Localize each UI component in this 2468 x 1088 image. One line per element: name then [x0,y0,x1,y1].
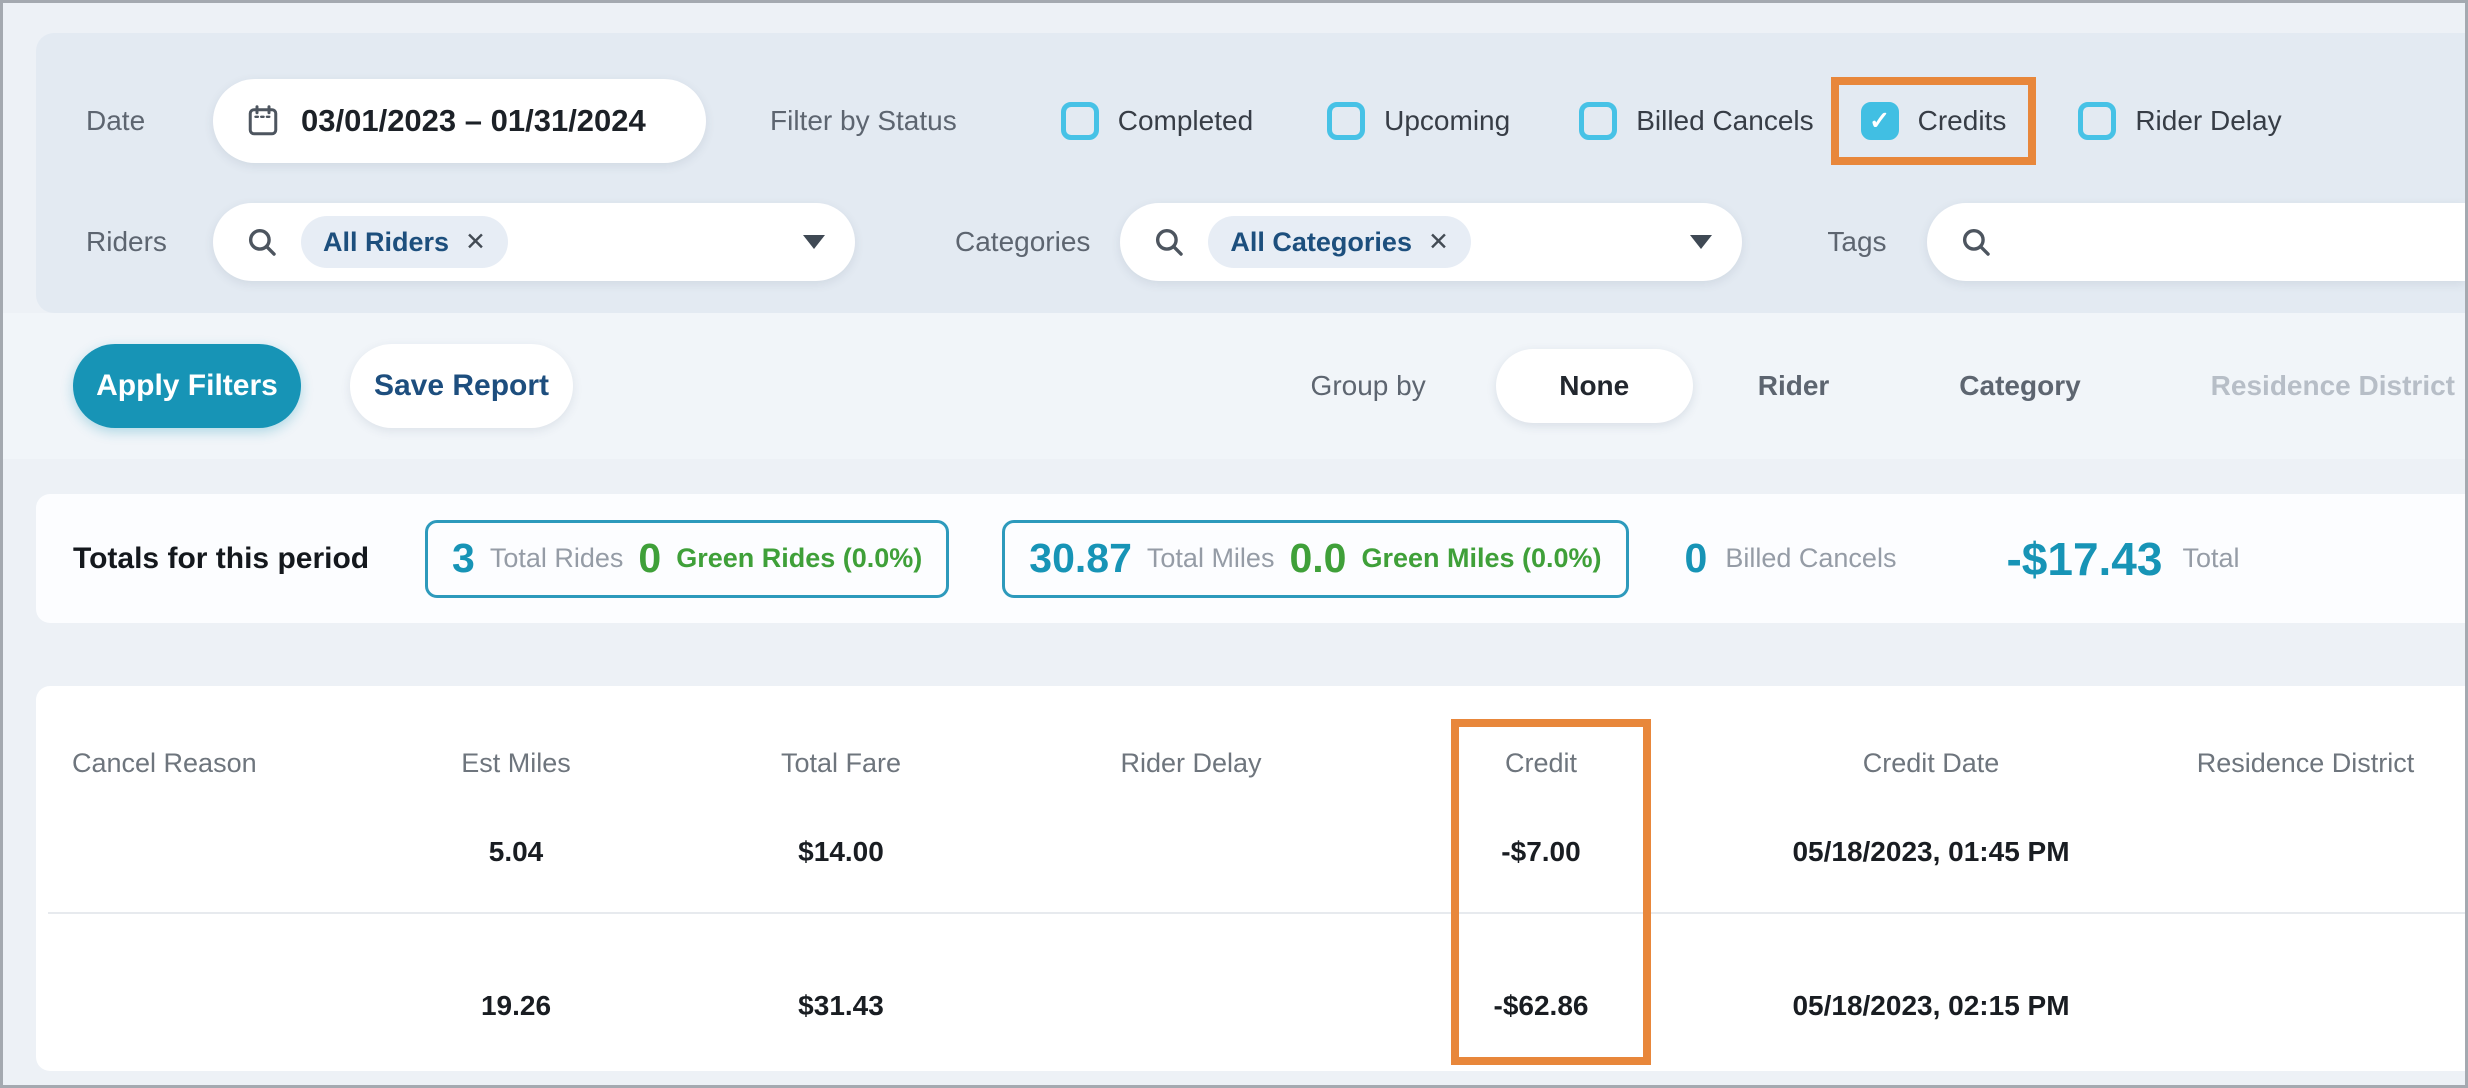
green-miles-value: 0.0 [1289,535,1347,581]
date-label: Date [86,105,146,136]
totals-band: Totals for this period 3 Total Rides 0 G… [36,494,2465,623]
save-report-button[interactable]: Save Report [350,344,573,428]
column-header-residence-district: Residence District [2196,748,2415,778]
check-icon: ✓ [1869,106,1891,135]
billed-cancels-value: 0 [1684,535,1708,581]
green-rides-label: Green Rides (0.0%) [676,543,923,573]
actions-band: Apply Filters Save Report Group by None … [3,313,2465,459]
checkbox-credits[interactable]: ✓ Credits [1860,102,2007,140]
checkbox-credits-label: Credits [1917,105,2007,136]
checkbox-rider-delay-box[interactable] [2078,102,2117,140]
checkbox-completed-box[interactable] [1060,102,1099,140]
column-header-total-fare: Total Fare [780,748,902,778]
checkbox-credits-box[interactable]: ✓ [1860,102,1899,140]
checkbox-rider-delay-label: Rider Delay [2135,105,2282,136]
checkbox-billed-cancels-label: Billed Cancels [1636,105,1814,136]
column-header-cancel-reason: Cancel Reason [72,748,257,778]
total-miles-value: 30.87 [1029,535,1132,581]
apply-filters-button[interactable]: Apply Filters [73,344,301,428]
categories-chip[interactable]: All Categories ✕ [1208,216,1471,268]
riders-chip[interactable]: All Riders ✕ [301,216,508,268]
column-header-rider-delay: Rider Delay [1120,748,1262,778]
tags-label: Tags [1827,226,1887,257]
cell-est-miles: 5.04 [488,836,544,867]
total-rides-label: Total Rides [489,543,624,573]
grand-total: -$17.43 Total [2006,532,2239,586]
group-by-option-rider[interactable]: Rider [1757,370,1830,401]
filter-by-status-label: Filter by Status [770,105,957,136]
cell-total-fare: $31.43 [798,990,884,1021]
annotation-box-credits-checkbox: ✓ Credits [1830,77,2037,165]
column-header-credit-date: Credit Date [1862,748,2000,778]
green-rides-value: 0 [638,535,662,581]
column-header-est-miles: Est Miles [461,748,571,778]
filter-row-date-status: Date 03/01/2023 – 01/31/2024 Filter by S… [36,77,2465,165]
checkbox-billed-cancels[interactable]: Billed Cancels [1579,102,1814,140]
checkbox-completed-label: Completed [1117,105,1254,136]
cell-credit-date: 05/18/2023, 02:15 PM [1792,990,2070,1021]
total-miles-label: Total Miles [1146,543,1275,573]
grand-total-value: -$17.43 [2006,532,2163,585]
rides-table: Cancel Reason Est Miles Total Fare Rider… [36,686,2465,1071]
cell-total-fare: $14.00 [798,836,884,867]
column-header-credit: Credit [1504,748,1578,778]
riders-chip-label: All Riders [323,226,450,257]
group-by-option-category[interactable]: Category [1959,370,2081,401]
checkbox-upcoming-label: Upcoming [1384,105,1511,136]
checkbox-billed-cancels-box[interactable] [1579,102,1618,140]
chevron-down-icon[interactable] [1690,235,1713,249]
date-range-value: 03/01/2023 – 01/31/2024 [301,103,646,138]
green-miles-label: Green Miles (0.0%) [1361,543,1602,573]
cell-credit: -$62.86 [1493,990,1589,1021]
cell-credit-date: 05/18/2023, 01:45 PM [1792,836,2070,867]
group-by-option-residence-district[interactable]: Residence District [2210,370,2455,401]
group-by-option-none[interactable]: None [1495,349,1693,423]
cell-credit: -$7.00 [1501,836,1581,867]
filter-row-riders-categories-tags: Riders All Riders ✕ Categories [36,203,2465,281]
table-row: 5.04 $14.00 -$7.00 05/18/2023, 01:45 PM [36,836,2465,868]
checkbox-completed[interactable]: Completed [1060,102,1254,140]
remove-icon[interactable]: ✕ [1427,227,1449,256]
billed-cancels-total: 0 Billed Cancels [1685,535,1897,582]
search-icon [1962,228,1990,256]
row-divider [48,912,2465,914]
riders-label: Riders [86,226,167,257]
total-miles-box: 30.87 Total Miles 0.0 Green Miles (0.0%) [1002,519,1629,598]
total-rides-value: 3 [452,535,475,581]
categories-input[interactable]: All Categories ✕ [1120,203,1743,281]
remove-icon[interactable]: ✕ [465,227,486,256]
checkbox-upcoming[interactable]: Upcoming [1327,102,1510,140]
grand-total-label: Total [2182,543,2240,573]
group-by-section: Group by None Rider Category Residence D… [1311,349,2455,423]
annotation-box-credit-column [1451,719,1651,1065]
categories-chip-label: All Categories [1230,226,1412,257]
table-row: 19.26 $31.43 -$62.86 05/18/2023, 02:15 P… [36,990,2465,1022]
search-icon [1156,228,1184,256]
calendar-icon [248,105,278,136]
chevron-down-icon[interactable] [803,235,825,249]
tags-input[interactable] [1926,203,2465,281]
search-icon [248,228,276,256]
group-by-label: Group by [1310,370,1426,401]
riders-input[interactable]: All Riders ✕ [213,203,855,281]
checkbox-rider-delay[interactable]: Rider Delay [2078,102,2282,140]
total-rides-box: 3 Total Rides 0 Green Rides (0.0%) [425,519,950,598]
cell-est-miles: 19.26 [480,990,552,1021]
totals-title: Totals for this period [73,541,370,575]
billed-cancels-label: Billed Cancels [1725,543,1897,573]
checkbox-upcoming-box[interactable] [1327,102,1366,140]
categories-label: Categories [955,226,1091,257]
filter-panel: Date 03/01/2023 – 01/31/2024 Filter by S… [36,33,2465,313]
date-range-input[interactable]: 03/01/2023 – 01/31/2024 [213,79,706,163]
table-header-row: Cancel Reason Est Miles Total Fare Rider… [36,748,2465,779]
